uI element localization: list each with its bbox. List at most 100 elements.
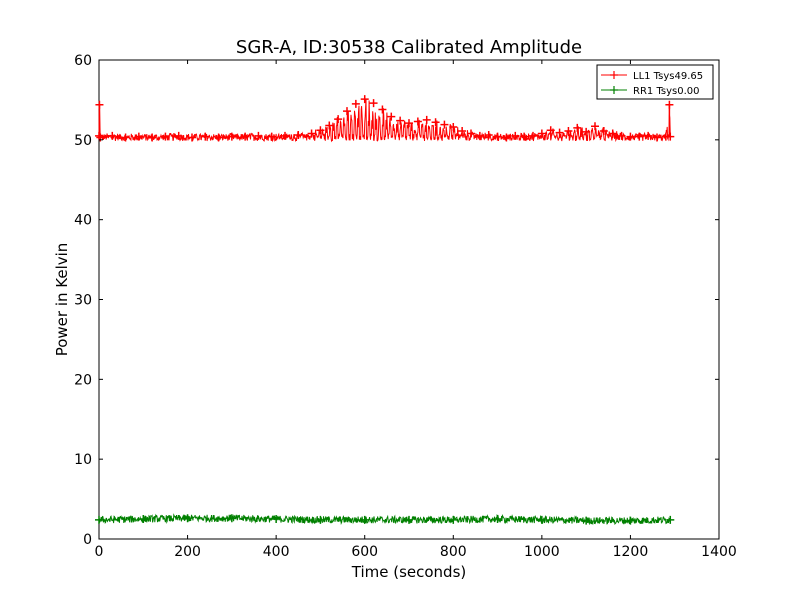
series-marker [582, 516, 591, 525]
series-marker [564, 127, 573, 136]
legend-box [596, 64, 714, 100]
series-marker [555, 128, 564, 137]
series-marker [546, 126, 555, 135]
series-marker [458, 127, 467, 136]
legend-swatch-marker [610, 71, 618, 79]
series-layer [95, 95, 675, 526]
series-marker [502, 133, 511, 142]
series-marker [214, 133, 223, 142]
series-marker [449, 515, 458, 524]
series-marker [369, 99, 378, 108]
series-marker [582, 127, 591, 136]
series-marker [405, 515, 413, 524]
series-marker [644, 131, 653, 140]
legend-entry: LL1 Tsys49.65 [601, 71, 703, 82]
series-marker [493, 515, 502, 524]
x-tick-label: 800 [440, 544, 467, 560]
series-marker [666, 515, 675, 524]
series-marker [484, 131, 493, 140]
y-tick-label: 50 [74, 133, 92, 149]
series-marker [449, 123, 458, 132]
series-marker [201, 132, 210, 141]
series-marker [343, 107, 351, 116]
series-marker [161, 132, 170, 141]
series-marker [653, 133, 661, 142]
legend-label: LL1 Tsys49.65 [633, 71, 703, 82]
legend-entries: LL1 Tsys49.65 RR1 Tsys0.00 [601, 71, 703, 97]
x-axis-title: Time (seconds) [351, 563, 467, 581]
series-marker [467, 129, 475, 138]
series-marker [134, 132, 143, 141]
y-tick-label: 60 [74, 53, 92, 69]
x-tick-label: 0 [95, 544, 104, 560]
series-marker [281, 131, 289, 140]
series-marker [413, 117, 422, 126]
series-marker [475, 131, 484, 140]
series-marker [294, 131, 303, 140]
x-tick-label: 400 [263, 544, 290, 560]
y-tick-label: 10 [74, 452, 92, 468]
y-tick-label: 20 [74, 372, 92, 388]
series-line [98, 513, 671, 526]
series-marker [529, 131, 537, 140]
series-marker [272, 515, 281, 524]
legend-swatch-marker [610, 86, 618, 94]
series-marker [511, 131, 520, 140]
x-tick-label: 600 [351, 544, 378, 560]
series-rr1 [95, 513, 675, 526]
series-marker [227, 132, 236, 141]
series-marker [148, 133, 157, 142]
y-axis-title: Power in Kelvin [53, 243, 71, 357]
series-marker [396, 116, 405, 125]
series-marker [360, 95, 369, 104]
series-marker [325, 121, 334, 130]
x-tick-label: 1000 [524, 544, 560, 560]
series-ll1 [95, 95, 675, 143]
series-marker [405, 119, 413, 128]
plot-area: 0 200 400 600 800 1000 1200 1400 0 10 20 30 40 50 60 [74, 53, 737, 560]
series-marker [267, 132, 276, 141]
series-marker [537, 129, 546, 138]
series-marker [121, 133, 130, 142]
series-marker [626, 516, 635, 525]
series-marker [599, 127, 608, 136]
series-marker [174, 131, 183, 140]
series-marker [316, 126, 325, 135]
ticks-layer: 0 200 400 600 800 1000 1200 1400 0 10 20 30 40 50 60 [74, 53, 737, 560]
series-marker [307, 129, 316, 138]
series-marker [431, 118, 440, 127]
series-marker [183, 514, 192, 523]
series-marker [378, 105, 387, 114]
y-tick-label: 30 [74, 293, 92, 309]
chart-title: SGR-A, ID:30538 Calibrated Amplitude [236, 37, 582, 58]
series-marker [608, 129, 617, 138]
series-marker [440, 120, 449, 129]
y-tick-label: 0 [83, 532, 92, 548]
x-tick-label: 200 [174, 544, 201, 560]
series-marker [241, 132, 250, 141]
legend-entry: RR1 Tsys0.00 [601, 86, 700, 97]
series-marker [666, 132, 675, 141]
series-marker [626, 132, 635, 141]
series-marker [95, 515, 103, 524]
series-marker [334, 115, 343, 124]
series-marker [422, 115, 431, 124]
series-marker [635, 132, 644, 141]
series-marker [360, 515, 369, 524]
series-marker [316, 515, 325, 524]
series-marker [351, 99, 360, 108]
series-marker [493, 132, 502, 141]
series-marker [108, 131, 117, 140]
series-marker [591, 122, 599, 131]
series-marker [573, 123, 582, 132]
series-marker [520, 132, 529, 141]
legend-label: RR1 Tsys0.00 [633, 86, 700, 97]
series-marker [188, 133, 196, 142]
x-tick-label: 1400 [701, 544, 737, 560]
series-marker [617, 131, 626, 140]
x-tick-label: 1200 [613, 544, 649, 560]
series-marker [537, 515, 546, 524]
series-marker [139, 515, 148, 524]
series-marker [254, 131, 263, 140]
